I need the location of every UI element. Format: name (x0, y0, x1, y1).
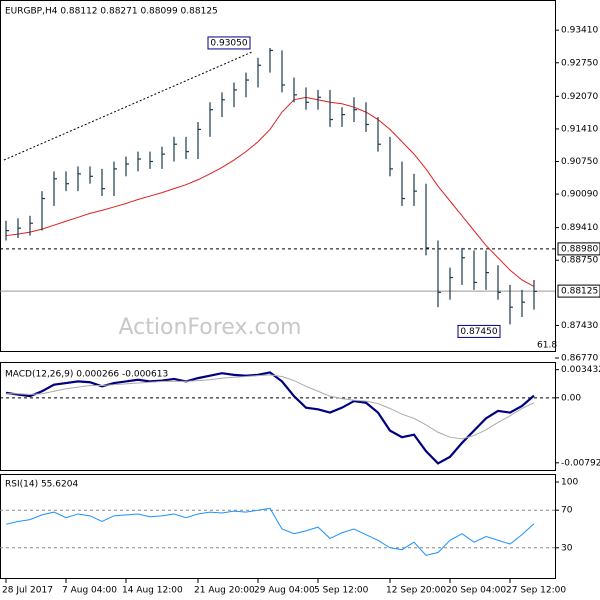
y-tick-label: -0.007925 (561, 458, 600, 468)
y-tick-label: 0.00 (561, 393, 581, 403)
indicator-line (5, 96, 535, 287)
x-tick-label: 12 Sep 20:00 (386, 586, 446, 596)
x-tick-label: 21 Aug 20:00 (194, 586, 255, 596)
indicator-line (6, 374, 535, 440)
level-box (557, 242, 600, 256)
x-tick-label: 5 Sep 12:00 (314, 586, 369, 596)
level-box (557, 284, 600, 298)
panel-title: MACD(12,26,9) 0.000266 -0.000613 (5, 370, 168, 380)
watermark: ActionForex.com (119, 315, 302, 340)
y-tick-label: 0.91410 (561, 124, 598, 134)
panel-title: RSI(14) 55.6204 (5, 480, 78, 490)
level-label: 0.88125 (561, 287, 598, 297)
x-tick-label: 29 Aug 04:00 (254, 586, 315, 596)
y-tick-label: 0.86770 (561, 354, 598, 364)
y-tick-label: 0.88750 (561, 256, 598, 266)
y-tick-label: 0.87430 (561, 321, 598, 331)
x-tick-label: 28 Jul 2017 (2, 586, 53, 596)
y-tick-label: 70 (561, 506, 573, 516)
y-tick-label: 100 (561, 478, 578, 488)
x-tick-label: 27 Sep 12:00 (506, 586, 566, 596)
x-tick-label: 7 Aug 04:00 (62, 586, 117, 596)
x-tick-label: 20 Sep 04:00 (446, 586, 506, 596)
y-tick-label: 0.90750 (561, 157, 598, 167)
rsi-panel (0, 474, 556, 579)
y-tick-label: 0.93410 (561, 26, 598, 36)
level-label: 0.88980 (561, 244, 598, 254)
y-tick-label: 0.92750 (561, 58, 598, 68)
y-tick-label: 0.89410 (561, 223, 598, 233)
macd-panel (0, 362, 556, 471)
indicator-line (5, 371, 535, 465)
trend-line (3, 51, 253, 161)
annotation-box (207, 36, 251, 50)
y-tick-label: 0.90090 (561, 190, 598, 200)
annotation-box (457, 324, 501, 338)
indicator-line (5, 507, 535, 556)
annotation-label: 0.87450 (460, 327, 497, 337)
price-panel (0, 0, 556, 352)
y-tick-label: 0.92070 (561, 92, 598, 102)
panel-title: EURGBP,H4 0.88112 0.88271 0.88099 0.8812… (5, 7, 218, 17)
y-tick-label: 30 (561, 543, 573, 553)
annotation-label: 0.93050 (210, 38, 247, 48)
y-tick-label: 0.003432 (561, 365, 600, 375)
x-tick-label: 14 Aug 12:00 (122, 586, 183, 596)
fib-label: 61.8 (537, 341, 557, 351)
